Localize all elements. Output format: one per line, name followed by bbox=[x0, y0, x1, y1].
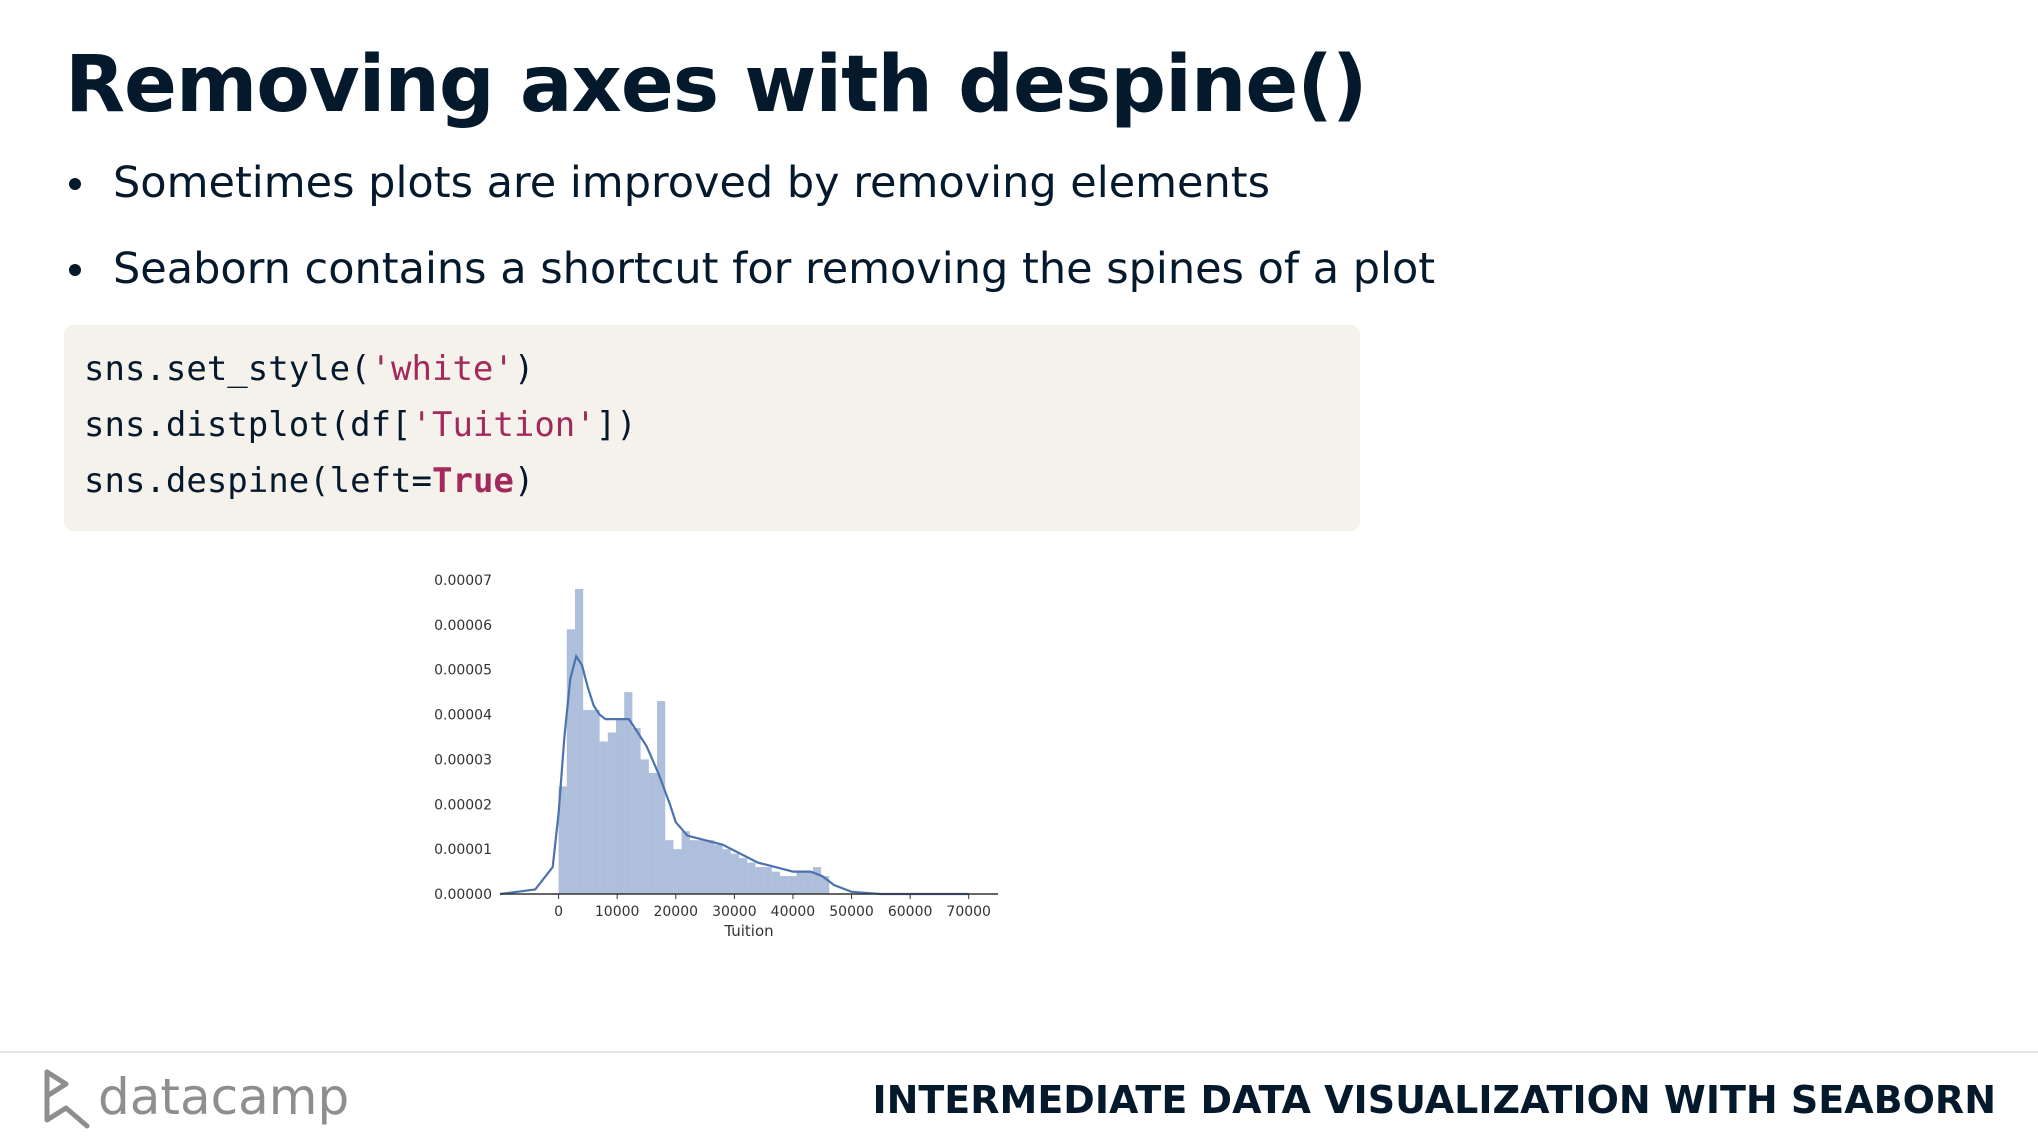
histogram-bar bbox=[574, 588, 584, 894]
histogram-bar bbox=[665, 840, 674, 894]
code-token: ]) bbox=[595, 405, 637, 445]
x-axis-label: Tuition bbox=[723, 922, 773, 940]
code-string: 'Tuition' bbox=[411, 405, 596, 445]
code-line: sns.despine(left=True) bbox=[84, 461, 534, 501]
code-block: sns.set_style('white') sns.distplot(df['… bbox=[64, 325, 1360, 531]
y-tick-label: 0.00002 bbox=[434, 797, 492, 813]
slide-title: Removing axes with despine() bbox=[65, 40, 1368, 130]
y-tick-label: 0.00004 bbox=[434, 708, 492, 724]
logo-wordmark: datacamp bbox=[98, 1068, 350, 1126]
bullet-item: Seaborn contains a shortcut for removing… bbox=[65, 236, 1435, 322]
histogram-bar bbox=[730, 853, 740, 894]
histogram-bar bbox=[583, 710, 592, 894]
bullet-dot bbox=[69, 178, 81, 190]
histogram-bar bbox=[599, 741, 608, 894]
bullet-item: Sometimes plots are improved by removing… bbox=[65, 150, 1435, 236]
histogram-bar bbox=[763, 867, 772, 894]
code-line: sns.set_style('white') bbox=[84, 349, 534, 389]
bullet-text: Sometimes plots are improved by removing… bbox=[113, 158, 1271, 208]
histogram-bar bbox=[780, 876, 789, 894]
code-token: sns.distplot(df[ bbox=[84, 405, 412, 445]
histogram-bar bbox=[796, 871, 805, 894]
y-tick-label: 0.00006 bbox=[434, 618, 492, 634]
histogram-bar bbox=[616, 719, 625, 894]
x-tick-label: 30000 bbox=[712, 904, 757, 920]
y-tick-label: 0.00007 bbox=[434, 573, 492, 589]
x-tick-label: 40000 bbox=[771, 904, 816, 920]
x-tick-label: 20000 bbox=[653, 904, 698, 920]
tuition-distribution-chart: 0.00000 0.00001 0.00002 0.00003 0.00004 0.000… bbox=[434, 573, 998, 940]
bullet-dot bbox=[69, 264, 81, 276]
histogram-bar bbox=[624, 692, 633, 894]
datacamp-logo: datacamp bbox=[42, 1068, 349, 1132]
histogram-bar bbox=[698, 840, 707, 894]
histogram-bar bbox=[755, 867, 764, 894]
histogram-bar bbox=[747, 862, 756, 894]
x-tick-label: 60000 bbox=[888, 904, 933, 920]
histogram-bar bbox=[648, 772, 658, 894]
y-tick-label: 0.00003 bbox=[434, 752, 492, 768]
code-keyword: True bbox=[432, 461, 514, 501]
code-token: ) bbox=[513, 349, 535, 389]
histogram-bar bbox=[607, 732, 617, 894]
code-line: sns.distplot(df['Tuition']) bbox=[84, 405, 637, 445]
histogram-bar bbox=[673, 849, 682, 894]
code-token: sns.despine(left= bbox=[84, 461, 432, 501]
histogram-bar bbox=[722, 849, 731, 894]
course-title: INTERMEDIATE DATA VISUALIZATION WITH SEA… bbox=[872, 1078, 1996, 1122]
y-tick-label: 0.00001 bbox=[434, 842, 492, 858]
bullet-text: Seaborn contains a shortcut for removing… bbox=[113, 244, 1436, 294]
histogram-bar bbox=[689, 840, 699, 894]
histogram-bar bbox=[558, 786, 567, 894]
histogram-bar bbox=[657, 701, 666, 894]
datacamp-logo-icon bbox=[44, 1069, 90, 1129]
x-tick-label: 10000 bbox=[595, 904, 640, 920]
y-tick-label: 0.00005 bbox=[434, 663, 492, 679]
histogram-bar bbox=[681, 831, 690, 894]
x-tick-label: 50000 bbox=[829, 904, 874, 920]
histogram-bar bbox=[591, 710, 600, 894]
footer-divider bbox=[0, 1051, 2038, 1053]
histogram-bar bbox=[640, 759, 649, 894]
histogram-bar bbox=[632, 728, 641, 894]
y-tick-label: 0.00000 bbox=[434, 887, 492, 903]
histogram-bar bbox=[821, 876, 830, 894]
histogram-bar bbox=[788, 876, 797, 894]
code-token: sns.set_style( bbox=[84, 349, 371, 389]
code-token: ) bbox=[513, 461, 535, 501]
kde-line bbox=[499, 653, 969, 896]
histogram-bar bbox=[706, 840, 715, 894]
histogram-bar bbox=[804, 871, 813, 894]
histogram-bar bbox=[566, 629, 575, 894]
histogram-bar bbox=[714, 844, 723, 894]
code-string: 'white' bbox=[370, 349, 514, 389]
x-tick-label: 0 bbox=[554, 904, 563, 920]
x-tick-label: 70000 bbox=[946, 904, 991, 920]
histogram-bar bbox=[771, 871, 781, 894]
histogram-bar bbox=[812, 867, 822, 894]
histogram-bar bbox=[739, 858, 748, 894]
bullet-list: Sometimes plots are improved by removing… bbox=[65, 150, 1435, 322]
